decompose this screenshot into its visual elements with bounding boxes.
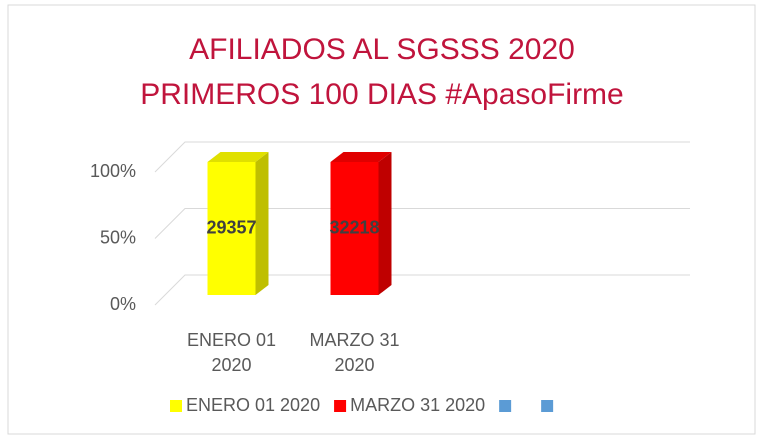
bar-side (255, 152, 269, 295)
bar-top (207, 152, 269, 162)
legend-label: MARZO 31 2020 (350, 395, 485, 415)
data-label: 29357 (206, 217, 256, 237)
x-tick-label: MARZO 31 2020 (309, 330, 400, 375)
bar (330, 152, 392, 295)
y-tick-label: 100% (90, 161, 136, 181)
grid-line (154, 208, 690, 239)
grid-line (154, 274, 690, 306)
y-tick-label: 50% (100, 227, 136, 247)
bar-side (378, 152, 392, 295)
legend-swatch (334, 400, 347, 412)
legend-label: ENERO 01 2020 (186, 395, 320, 415)
y-tick-label: 0% (110, 294, 136, 314)
legend-swatch (170, 400, 182, 412)
bar-front (330, 162, 379, 295)
x-tick-label: ENERO 01 2020 (186, 330, 277, 375)
chart-subtitle: PRIMEROS 100 DIAS #ApasoFirme (140, 78, 624, 111)
bar (207, 152, 269, 295)
legend-swatch (499, 400, 512, 412)
bar-front (207, 162, 256, 295)
chart-title: AFILIADOS AL SGSSS 2020 (189, 33, 575, 66)
legend-swatch (541, 400, 554, 412)
data-label: 32218 (329, 217, 379, 237)
grid-line (154, 141, 690, 173)
bar-top (330, 152, 392, 162)
